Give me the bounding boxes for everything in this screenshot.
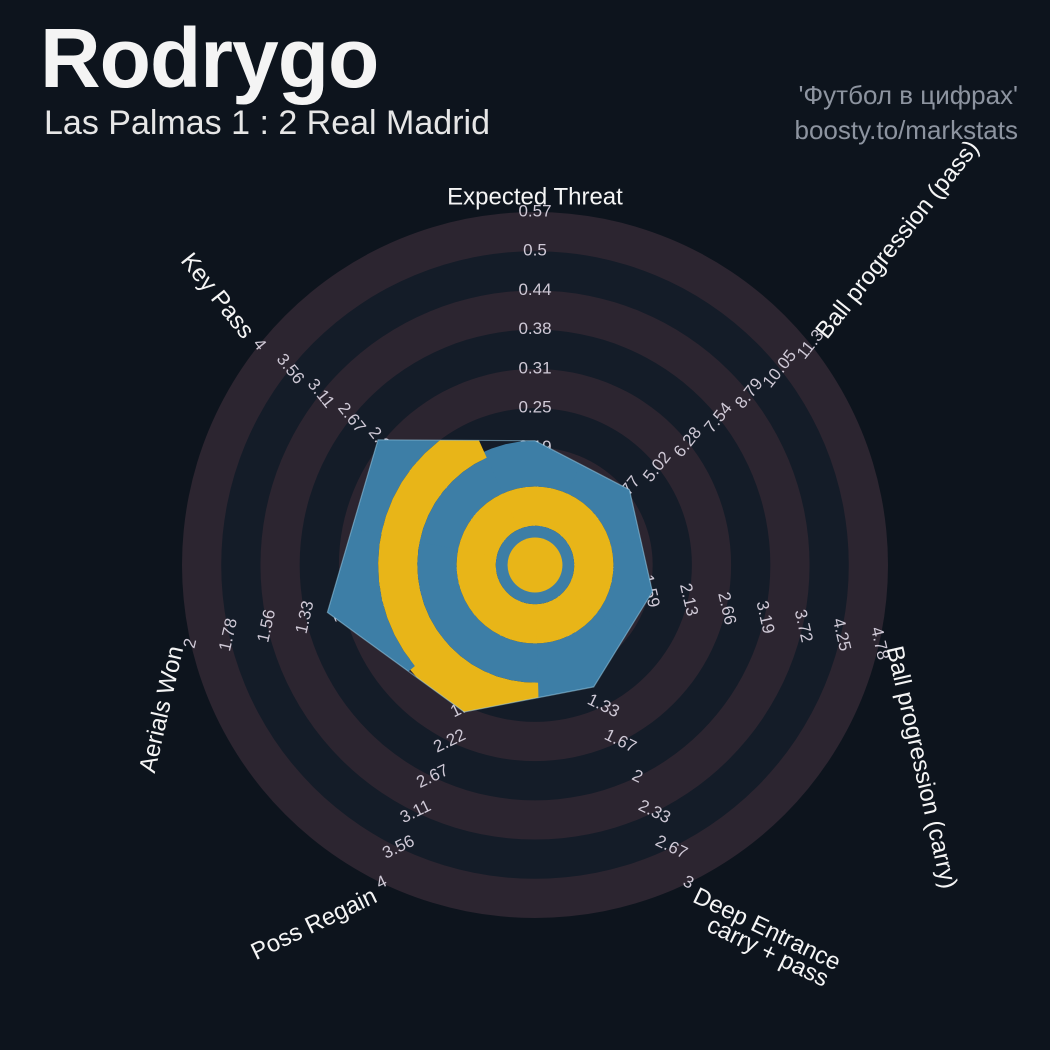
svg-text:0.31: 0.31 [518, 358, 551, 377]
svg-text:0.44: 0.44 [518, 280, 551, 299]
svg-text:0.38: 0.38 [518, 319, 551, 338]
svg-text:Key Pass: Key Pass [175, 248, 259, 344]
svg-text:Ball progression (carry): Ball progression (carry) [881, 643, 963, 891]
svg-text:0.5: 0.5 [523, 241, 547, 260]
svg-text:Expected Threat: Expected Threat [447, 183, 623, 210]
svg-text:0.25: 0.25 [518, 398, 551, 417]
svg-text:Aerials Won: Aerials Won [134, 643, 189, 775]
svg-text:Ball progression (pass): Ball progression (pass) [810, 135, 984, 344]
svg-text:Poss Regain: Poss Regain [247, 882, 381, 965]
